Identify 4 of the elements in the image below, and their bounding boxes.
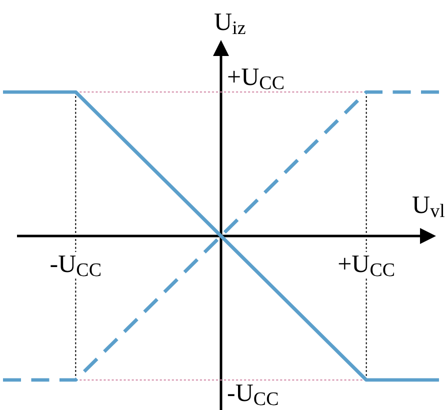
annotation: -U$_{CC}$ [227, 380, 279, 410]
x-axis-title: U$_{vl}$ [412, 192, 445, 222]
annotation: +U$_{CC}$ [227, 64, 285, 94]
y-axis-title: U$_{iz}$ [214, 9, 246, 40]
